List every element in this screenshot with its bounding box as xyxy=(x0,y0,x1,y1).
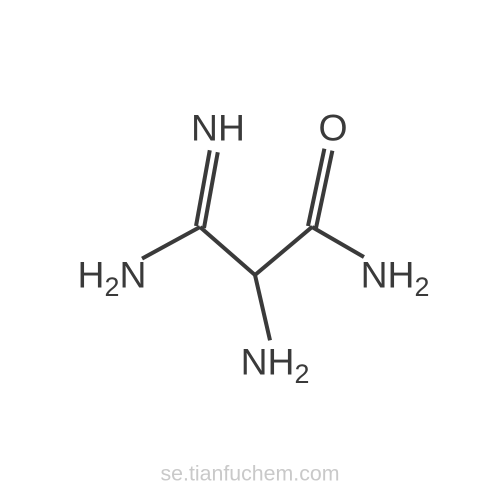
atom-nh2-bottom: NH2 xyxy=(241,341,310,384)
bond-line xyxy=(254,225,314,276)
atom-h2n-left: H2N xyxy=(78,254,147,297)
atom-nh-top: NH xyxy=(191,107,245,150)
molecule-diagram: NH O H2N NH2 NH2 se.tianfuchem.com xyxy=(0,0,500,500)
bond-line xyxy=(253,275,272,341)
atom-nh2-right: NH2 xyxy=(361,254,430,297)
atom-o-top: O xyxy=(318,107,347,150)
watermark-text: se.tianfuchem.com xyxy=(161,462,340,487)
bond-line xyxy=(311,225,365,258)
bond-line xyxy=(141,225,201,260)
bond-line xyxy=(199,225,257,276)
